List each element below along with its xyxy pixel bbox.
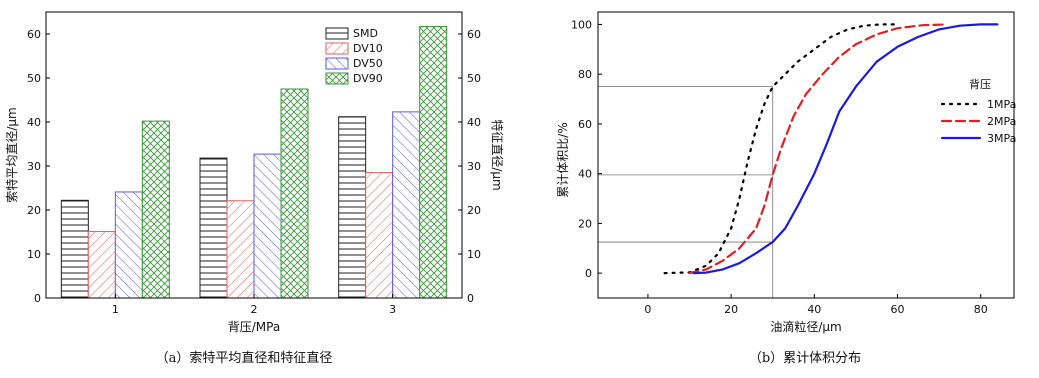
y2-tick-label: 40	[467, 116, 481, 129]
legend: 背压 1MPa 2MPa 3MPa	[940, 77, 1016, 145]
legend-label: DV90	[353, 72, 383, 85]
bar-dv50-2	[253, 153, 282, 299]
x-axis-label: 油滴粒径/μm	[770, 319, 841, 334]
line-3mpa	[692, 23, 999, 275]
y-tick-label: 10	[27, 248, 41, 261]
legend-swatch-smd	[325, 27, 349, 40]
reference-lines	[598, 86, 774, 298]
y-tick-label: 30	[27, 160, 41, 173]
y2-tick-label: 30	[467, 160, 481, 173]
y2-tick-label: 50	[467, 72, 481, 85]
x-axis-label: 背压/MPa	[228, 320, 280, 334]
x-tick-label: 40	[807, 303, 821, 316]
y-tick-label: 60	[27, 28, 41, 41]
y-tick-label: 80	[578, 68, 592, 81]
y-axis-label: 累计体积比/%	[556, 122, 570, 197]
y-tick-label: 40	[27, 116, 41, 129]
plot-frame	[597, 11, 1015, 299]
x-tick-label: 60	[891, 303, 905, 316]
y-tick-label: 0	[34, 292, 41, 305]
x-tick-label: 2	[251, 303, 258, 316]
y-tick-label: 40	[578, 168, 592, 181]
bar-smd-2	[199, 157, 228, 299]
y-tick-label: 60	[578, 118, 592, 131]
y2-tick-label: 60	[467, 28, 481, 41]
x-tick-label: 80	[974, 303, 988, 316]
legend: SMD DV10 DV50 DV90	[325, 27, 383, 85]
line-chart-cumulative-volume: 0 20 40 60 80 0 20 40 60 80 100 累计体积比/% 油滴粒径/μm 背压…	[556, 11, 1016, 366]
caption: （b）累计体积分布	[749, 351, 861, 366]
bar-dv10-2	[226, 200, 255, 299]
bar-dv10-3	[365, 172, 394, 299]
bar-dv50-1	[114, 191, 143, 299]
y-tick-label: 20	[27, 204, 41, 217]
axis-ticks: 0 20 40 60 80 0 20 40 60 80 100	[571, 18, 988, 316]
bar-smd-3	[338, 116, 367, 299]
legend-label: SMD	[353, 27, 378, 40]
legend-label: DV50	[353, 57, 383, 70]
bar-dv90-2	[280, 88, 309, 299]
legend-label: 3MPa	[987, 132, 1016, 145]
y-axis-label: 索特平均直径/μm	[4, 107, 19, 202]
caption: （a）索特平均直径和特征直径	[156, 351, 333, 366]
y2-tick-label: 10	[467, 248, 481, 261]
legend-label: 2MPa	[987, 115, 1016, 128]
x-tick-label: 0	[644, 303, 651, 316]
legend-label: DV10	[353, 42, 383, 55]
y-tick-label: 50	[27, 72, 41, 85]
x-tick-label: 1	[112, 303, 119, 316]
line-1mpa	[663, 23, 899, 275]
legend-label: 1MPa	[987, 98, 1016, 111]
y-tick-label: 20	[578, 217, 592, 230]
bar-dv50-3	[392, 111, 421, 299]
bar-dv90-1	[141, 120, 170, 299]
series-lines	[663, 23, 999, 275]
line-2mpa	[688, 23, 949, 275]
bar-dv90-3	[419, 26, 448, 299]
x-tick-label: 20	[724, 303, 738, 316]
y-tick-label: 100	[571, 18, 592, 31]
bar-group	[60, 26, 448, 299]
bar-smd-1	[60, 199, 89, 299]
y2-tick-label: 20	[467, 204, 481, 217]
y2-axis-label: 特征直径/μm	[490, 119, 505, 190]
legend-title: 背压	[969, 77, 991, 91]
x-tick-label: 3	[389, 303, 396, 316]
legend-swatch-dv90	[325, 72, 349, 85]
legend-swatch-dv50	[325, 57, 349, 70]
legend-swatch-dv10	[325, 42, 349, 55]
y2-tick-label: 0	[467, 292, 474, 305]
bar-dv10-1	[87, 231, 116, 299]
y-tick-label: 0	[585, 267, 592, 280]
